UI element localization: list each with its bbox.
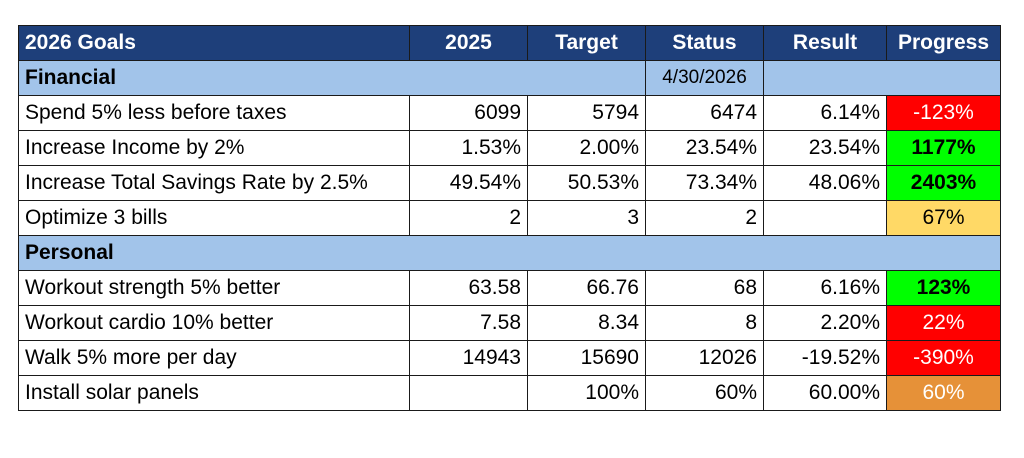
table-row: Increase Total Savings Rate by 2.5% 49.5… — [18, 165, 1001, 201]
value-2025-cell: 49.54% — [409, 165, 528, 201]
section-row-personal: Personal — [18, 235, 1001, 271]
status-cell: 73.34% — [645, 165, 764, 201]
target-cell: 66.76 — [527, 270, 646, 306]
goal-cell: Optimize 3 bills — [18, 200, 410, 236]
goal-cell: Spend 5% less before taxes — [18, 95, 410, 131]
progress-cell: 60% — [886, 375, 1001, 411]
goal-cell: Workout cardio 10% better — [18, 305, 410, 341]
header-status: Status — [645, 25, 764, 61]
section-row-financial: Financial 4/30/2026 — [18, 60, 1001, 96]
value-2025-cell: 7.58 — [409, 305, 528, 341]
status-cell: 2 — [645, 200, 764, 236]
progress-cell: -123% — [886, 95, 1001, 131]
value-2025-cell — [409, 375, 528, 411]
goal-cell: Increase Total Savings Rate by 2.5% — [18, 165, 410, 201]
section-title-financial: Financial — [18, 60, 646, 96]
value-2025-cell: 14943 — [409, 340, 528, 376]
target-cell: 100% — [527, 375, 646, 411]
table-row: Optimize 3 bills 2 3 2 67% — [18, 200, 1001, 236]
header-goals: 2026 Goals — [18, 25, 410, 61]
target-cell: 50.53% — [527, 165, 646, 201]
status-cell: 8 — [645, 305, 764, 341]
status-cell: 6474 — [645, 95, 764, 131]
status-cell: 23.54% — [645, 130, 764, 166]
result-cell: 6.16% — [763, 270, 887, 306]
table-row: Increase Income by 2% 1.53% 2.00% 23.54%… — [18, 130, 1001, 166]
progress-cell: 2403% — [886, 165, 1001, 201]
target-cell: 5794 — [527, 95, 646, 131]
header-target: Target — [527, 25, 646, 61]
result-cell: -19.52% — [763, 340, 887, 376]
goal-cell: Workout strength 5% better — [18, 270, 410, 306]
status-cell: 60% — [645, 375, 764, 411]
status-cell: 68 — [645, 270, 764, 306]
progress-cell: 123% — [886, 270, 1001, 306]
status-date: 4/30/2026 — [645, 60, 764, 96]
value-2025-cell: 1.53% — [409, 130, 528, 166]
table-row: Install solar panels 100% 60% 60.00% 60% — [18, 375, 1001, 411]
value-2025-cell: 63.58 — [409, 270, 528, 306]
status-cell: 12026 — [645, 340, 764, 376]
progress-cell: -390% — [886, 340, 1001, 376]
table-row: Walk 5% more per day 14943 15690 12026 -… — [18, 340, 1001, 376]
result-cell: 6.14% — [763, 95, 887, 131]
table-row: Spend 5% less before taxes 6099 5794 647… — [18, 95, 1001, 131]
table-row: Workout strength 5% better 63.58 66.76 6… — [18, 270, 1001, 306]
target-cell: 8.34 — [527, 305, 646, 341]
result-cell: 48.06% — [763, 165, 887, 201]
progress-cell: 67% — [886, 200, 1001, 236]
goal-cell: Install solar panels — [18, 375, 410, 411]
progress-cell: 22% — [886, 305, 1001, 341]
header-row: 2026 Goals 2025 Target Status Result Pro… — [18, 25, 1001, 61]
header-result: Result — [763, 25, 887, 61]
section-title-personal: Personal — [18, 235, 1001, 271]
section-fill — [763, 60, 1001, 96]
goal-cell: Walk 5% more per day — [18, 340, 410, 376]
result-cell: 2.20% — [763, 305, 887, 341]
result-cell: 60.00% — [763, 375, 887, 411]
target-cell: 15690 — [527, 340, 646, 376]
table-row: Workout cardio 10% better 7.58 8.34 8 2.… — [18, 305, 1001, 341]
target-cell: 2.00% — [527, 130, 646, 166]
header-2025: 2025 — [409, 25, 528, 61]
header-progress: Progress — [886, 25, 1001, 61]
progress-cell: 1177% — [886, 130, 1001, 166]
goal-cell: Increase Income by 2% — [18, 130, 410, 166]
result-cell: 23.54% — [763, 130, 887, 166]
goals-table: 2026 Goals 2025 Target Status Result Pro… — [18, 25, 1001, 411]
result-cell — [763, 200, 887, 236]
value-2025-cell: 6099 — [409, 95, 528, 131]
target-cell: 3 — [527, 200, 646, 236]
value-2025-cell: 2 — [409, 200, 528, 236]
